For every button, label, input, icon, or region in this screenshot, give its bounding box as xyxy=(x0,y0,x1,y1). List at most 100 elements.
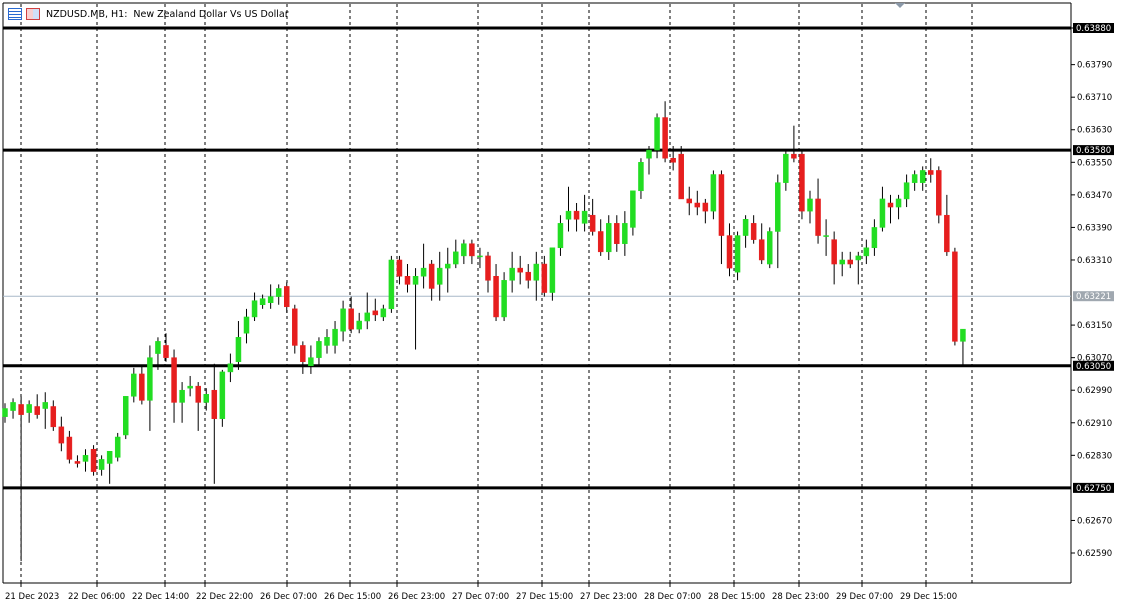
candle-body-bear xyxy=(702,202,709,212)
time-tick-label: 22 Dec 06:00 xyxy=(68,592,125,602)
candle-body-bull xyxy=(630,190,636,228)
candle-body-bull xyxy=(839,259,845,265)
current-price-label: 0.63221 xyxy=(1076,292,1111,302)
candle xyxy=(485,251,491,293)
candle-body-bull xyxy=(380,308,387,318)
candle-body-bull xyxy=(10,402,16,411)
candle xyxy=(581,194,588,232)
candle xyxy=(445,247,451,293)
candle-body-bull xyxy=(340,308,346,332)
candle-body-bull xyxy=(557,223,564,249)
candle-body-bear xyxy=(791,153,797,159)
price-tick-label: 0.63710 xyxy=(1077,93,1112,103)
candle xyxy=(195,382,201,431)
candle-body-bull xyxy=(388,259,395,310)
candle xyxy=(533,251,540,301)
time-axis[interactable]: 21 Dec 2023 22 Dec 06:00 22 Dec 14:00 22 De… xyxy=(5,583,957,602)
candle-body-bear xyxy=(662,117,668,159)
level-price-label: 0.63050 xyxy=(1076,362,1111,372)
candle-body-bull xyxy=(960,328,966,342)
candle xyxy=(50,400,57,431)
candle xyxy=(606,215,612,260)
chart-window-icon[interactable] xyxy=(26,8,40,20)
candle-body-bull xyxy=(638,162,644,192)
candle xyxy=(928,158,934,183)
level-price-box xyxy=(1073,145,1114,156)
candle-body-bear xyxy=(404,276,411,285)
candle xyxy=(517,255,523,285)
candle-body-bear xyxy=(396,259,403,277)
candle xyxy=(525,264,531,289)
candle xyxy=(903,174,910,208)
time-tick-label: 22 Dec 22:00 xyxy=(196,592,253,602)
candle xyxy=(742,215,749,248)
candle-body-bull xyxy=(356,320,362,330)
candle-body-bull xyxy=(267,296,274,303)
candle xyxy=(235,321,242,370)
candle xyxy=(783,150,789,191)
candle xyxy=(960,328,966,366)
price-tick-label: 0.62990 xyxy=(1077,386,1112,396)
candle-body-bull xyxy=(742,219,749,236)
candle-body-bull xyxy=(26,404,32,413)
time-tick-label: 29 Dec 07:00 xyxy=(836,592,893,602)
candle xyxy=(895,194,902,220)
candle xyxy=(2,403,8,423)
candle xyxy=(131,367,137,403)
candle xyxy=(74,455,81,468)
candle-body-bull xyxy=(919,170,926,183)
candle xyxy=(614,215,620,252)
candle-body-bear xyxy=(944,214,950,253)
candle xyxy=(501,272,507,322)
candle-body-bull xyxy=(501,280,507,318)
price-axis[interactable]: 0.63880 0.63790 0.63710 0.63630 0.63550 0.634… xyxy=(1071,23,1114,559)
chart-list-icon[interactable] xyxy=(8,8,22,20)
candle-body-bull xyxy=(654,117,660,151)
candle xyxy=(758,223,765,265)
horizontal-levels[interactable] xyxy=(3,26,1071,490)
candle xyxy=(839,251,845,277)
candle-body-bull xyxy=(879,198,886,228)
price-tick-label: 0.63150 xyxy=(1077,321,1112,331)
candle xyxy=(573,203,580,232)
candle xyxy=(292,304,298,354)
level-price-box xyxy=(1073,23,1114,33)
candle-body-bear xyxy=(750,223,757,240)
chart-shift-marker-icon[interactable] xyxy=(895,3,905,8)
price-tick-label: 0.63070 xyxy=(1077,354,1112,364)
candle-body-bull xyxy=(863,247,870,257)
candle xyxy=(589,198,596,236)
candle xyxy=(847,251,853,269)
level-price-label: 0.63580 xyxy=(1076,146,1111,156)
candle-body-bull xyxy=(219,371,226,419)
candle-body-bull xyxy=(106,451,113,464)
candle xyxy=(791,125,797,163)
candle xyxy=(396,255,403,285)
candle xyxy=(863,239,870,265)
candle xyxy=(436,251,443,301)
candle xyxy=(316,337,322,366)
candle xyxy=(147,345,153,431)
candle-body-bear xyxy=(66,436,73,460)
candle-body-bull xyxy=(533,263,540,281)
candle-body-bull xyxy=(332,328,338,346)
candle-body-bear xyxy=(597,231,604,253)
candle-body-bull xyxy=(581,210,588,224)
candle-body-bear xyxy=(211,389,218,419)
candle xyxy=(26,400,32,423)
candle-body-bear xyxy=(694,202,701,208)
candle xyxy=(372,298,379,322)
time-tick-label: 27 Dec 07:00 xyxy=(452,592,509,602)
candle xyxy=(678,146,684,200)
candle-body-bull xyxy=(98,459,105,470)
candle-body-bear xyxy=(847,259,853,265)
candle-body-bear xyxy=(284,286,290,308)
candle xyxy=(123,396,129,440)
time-tick-label: 27 Dec 15:00 xyxy=(516,592,573,602)
candle-body-bear xyxy=(493,276,499,318)
candle xyxy=(686,186,692,216)
candle-body-bull xyxy=(316,341,322,358)
candle xyxy=(203,388,209,411)
candle-body-bull xyxy=(823,235,829,237)
